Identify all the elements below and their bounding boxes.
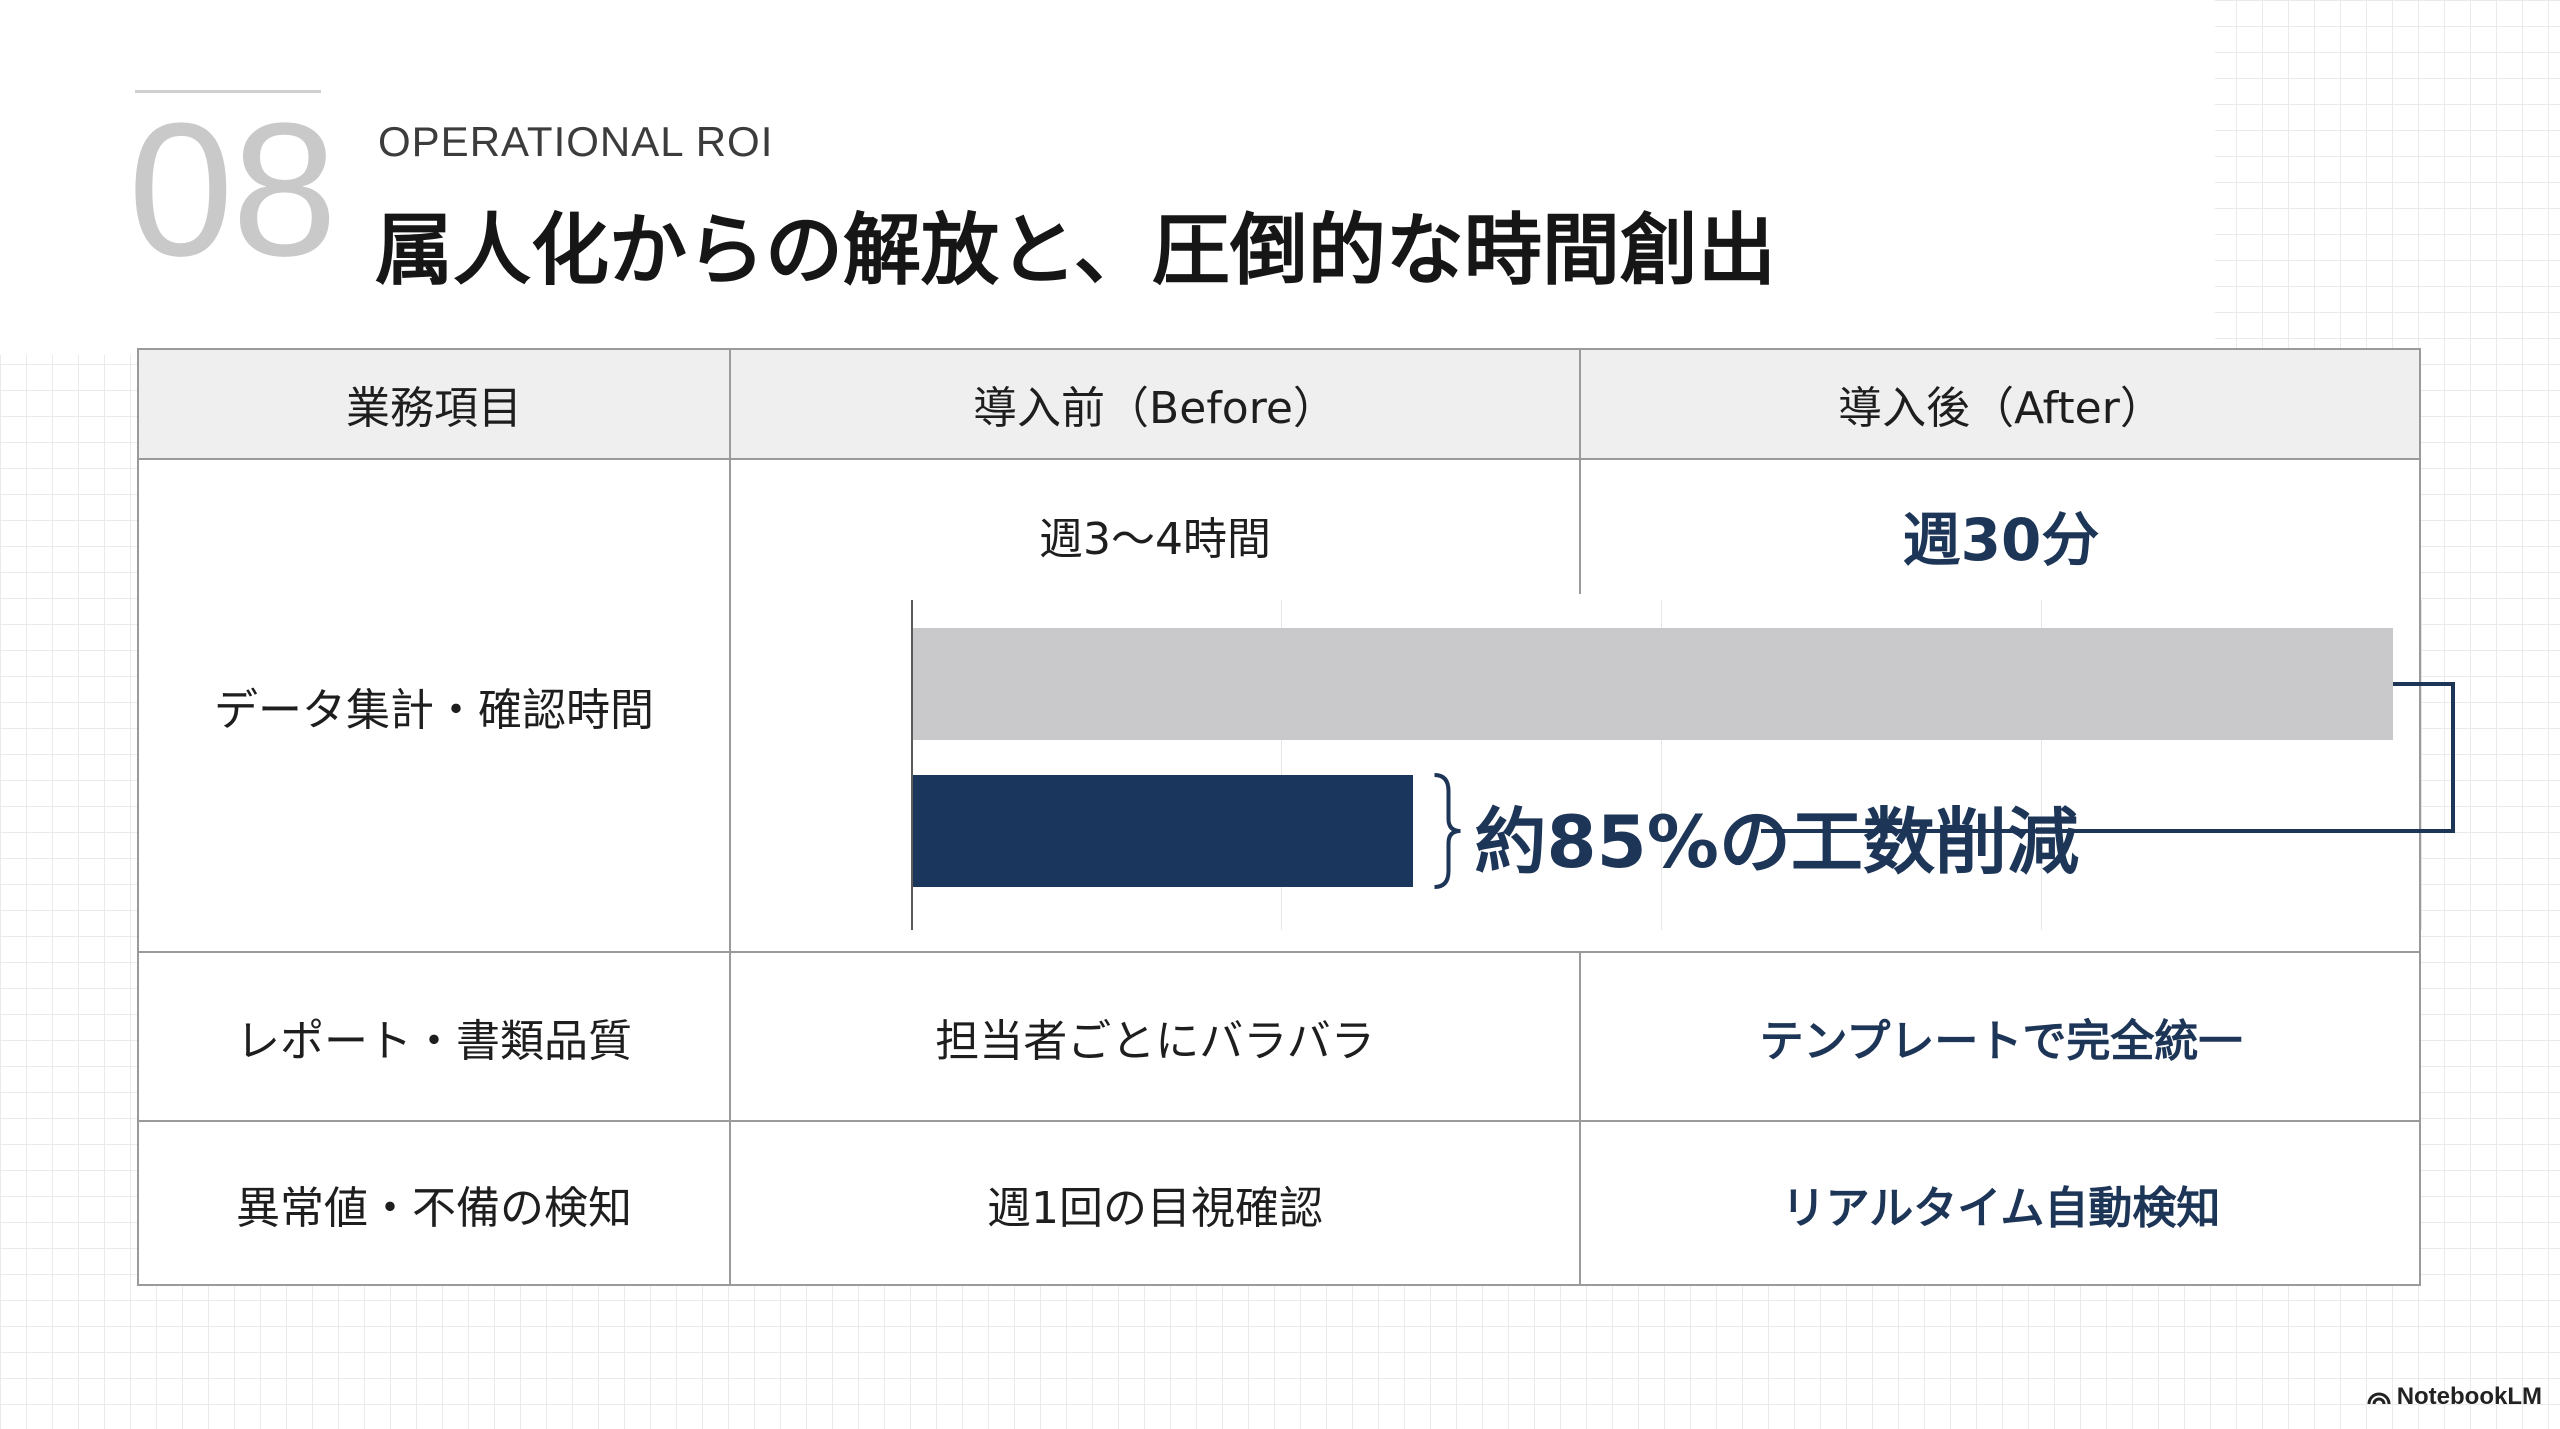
row-divider [139,1120,2419,1122]
brace-icon [1434,773,1461,889]
table-header [139,350,2419,460]
row1-after: 週30分 [1902,506,2100,574]
page-title: 属人化からの解放と、圧倒的な時間創出 [375,206,1776,296]
header-item: 業務項目 [346,383,522,434]
section-rule [135,90,321,93]
row1-before: 週3〜4時間 [1039,514,1271,565]
header-before: 導入前（Before） [973,383,1337,434]
row2-item: レポート・書類品質 [236,1015,632,1067]
chart-annotation-lines [1434,682,2455,889]
chart-axis [911,600,913,930]
row1-item: データ集計・確認時間 [214,684,654,736]
row-divider [139,951,2419,953]
notebooklm-logo: NotebookLM [2367,1383,2542,1411]
row3-item: 異常値・不備の検知 [236,1183,632,1234]
bar-before [913,628,2393,740]
notebooklm-icon [2367,1392,2391,1405]
chart-gridline [2041,600,2042,930]
header-panel [0,0,2215,355]
row3-before: 週1回の目視確認 [987,1183,1323,1234]
section-label: OPERATIONAL ROI [378,118,774,165]
logo-text: NotebookLM [2396,1383,2542,1410]
section-number: 08 [128,84,337,296]
reduction-chart: 約85%の工数削減 [731,600,2455,950]
reduction-label: 約85%の工数削減 [1474,800,2079,884]
row3-after: リアルタイム自動検知 [1781,1183,2221,1234]
row2-after: テンプレートで完全統一 [1759,1015,2243,1067]
column-divider [1579,951,1581,1286]
chart-gridline [1661,600,1662,930]
row2-before: 担当者ごとにバラバラ [935,1015,1375,1067]
connector-line [1761,682,2455,833]
chart-gridline [2421,600,2422,930]
column-divider [1579,350,1581,594]
column-divider [729,350,731,1286]
comparison-table: 業務項目 導入前（Before） 導入後（After） データ集計・確認時間 週… [137,348,2455,1286]
header-after: 導入後（After） [1838,383,2164,434]
bar-after [913,775,1413,887]
chart-gridline [1281,600,1282,930]
